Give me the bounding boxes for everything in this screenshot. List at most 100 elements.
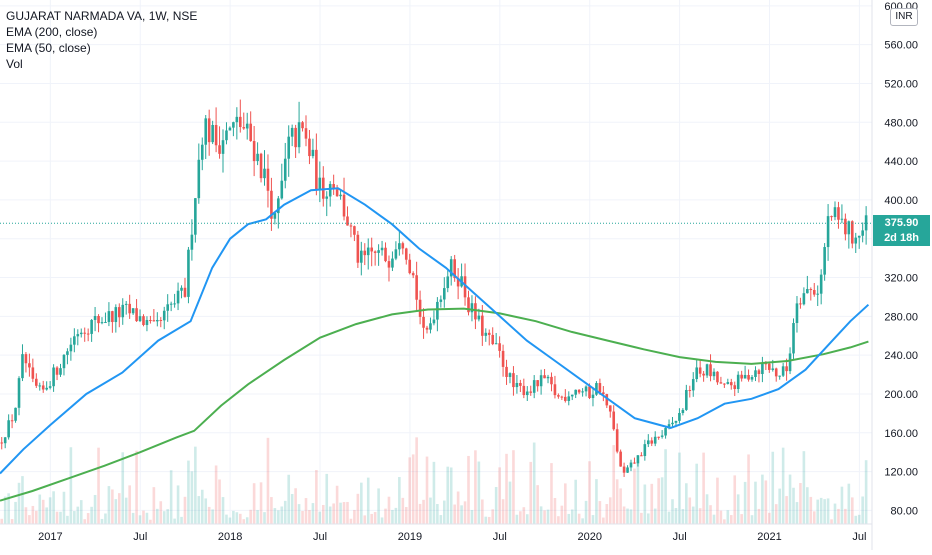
candle-body bbox=[325, 196, 329, 199]
volume-bar bbox=[812, 511, 816, 524]
volume-bar bbox=[35, 510, 38, 524]
volume-bar bbox=[854, 515, 858, 524]
volume-bar bbox=[280, 506, 284, 524]
volume-bar bbox=[792, 487, 795, 524]
candle-body bbox=[211, 124, 214, 143]
volume-bar bbox=[764, 480, 768, 524]
volume-bar bbox=[404, 507, 408, 524]
candle-body bbox=[287, 136, 291, 159]
candle-body bbox=[439, 299, 443, 302]
volume-bar bbox=[494, 487, 498, 524]
volume-bar bbox=[608, 497, 612, 524]
volume-bar bbox=[277, 510, 280, 524]
candle-body bbox=[449, 259, 453, 277]
volume-bar bbox=[394, 507, 398, 524]
volume-bar bbox=[719, 510, 723, 524]
volume-bar bbox=[45, 507, 48, 524]
candle-body bbox=[771, 368, 775, 370]
volume-bar bbox=[826, 498, 830, 524]
candle-body bbox=[266, 168, 270, 191]
candle-body bbox=[380, 247, 384, 251]
candle-body bbox=[245, 123, 249, 129]
volume-bar bbox=[283, 500, 287, 524]
volume-bar bbox=[83, 519, 87, 524]
volume-bar bbox=[93, 494, 97, 524]
candle-body bbox=[605, 394, 609, 406]
candle-body bbox=[197, 159, 201, 199]
volume-bar bbox=[214, 465, 218, 524]
candle-body bbox=[422, 316, 425, 328]
volume-bar bbox=[716, 477, 719, 524]
volume-bar bbox=[10, 519, 14, 524]
y-tick-label: 520.00 bbox=[884, 78, 918, 90]
volume-bar bbox=[695, 463, 699, 524]
candle-body bbox=[159, 319, 163, 321]
volume-bar bbox=[173, 518, 176, 524]
volume-bar bbox=[342, 502, 346, 524]
y-tick-label: 560.00 bbox=[884, 40, 918, 52]
volume-bar bbox=[774, 504, 778, 524]
candle-body bbox=[750, 377, 754, 380]
volume-bar bbox=[757, 508, 761, 524]
volume-bar bbox=[432, 461, 436, 524]
x-tick-label: 2018 bbox=[218, 531, 242, 543]
volume-bar bbox=[698, 508, 702, 524]
candle-body bbox=[456, 278, 460, 287]
candle-body bbox=[608, 405, 612, 412]
candle-body bbox=[622, 466, 626, 473]
candle-body bbox=[723, 383, 726, 385]
volume-bar bbox=[252, 483, 256, 524]
volume-bar bbox=[605, 504, 609, 524]
volume-bar bbox=[553, 497, 557, 524]
candle-body bbox=[31, 367, 35, 379]
volume-bar bbox=[55, 511, 59, 524]
candle-body bbox=[619, 451, 622, 467]
volume-bar bbox=[574, 479, 577, 524]
y-tick-label: 80.00 bbox=[890, 505, 918, 517]
candle-body bbox=[857, 235, 861, 238]
candle-body bbox=[131, 308, 135, 314]
volume-bar bbox=[111, 489, 114, 524]
volume-bar bbox=[180, 516, 183, 524]
volume-bar bbox=[802, 451, 806, 524]
candle-body bbox=[100, 322, 104, 324]
volume-bar bbox=[176, 485, 180, 524]
currency-badge[interactable]: INR bbox=[890, 8, 918, 26]
candle-body bbox=[242, 127, 246, 129]
candle-body bbox=[553, 384, 557, 396]
volume-bar bbox=[660, 477, 664, 524]
candle-body bbox=[591, 394, 595, 399]
volume-bar bbox=[564, 483, 567, 524]
candle-body bbox=[349, 225, 353, 227]
volume-bar bbox=[187, 460, 190, 524]
candle-body bbox=[588, 386, 591, 399]
volume-bar bbox=[671, 499, 674, 524]
candle-body bbox=[636, 455, 640, 464]
candle-body bbox=[366, 247, 370, 256]
volume-bar bbox=[304, 498, 308, 524]
volume-bar bbox=[436, 504, 439, 524]
volume-bar bbox=[325, 473, 329, 524]
candle-body bbox=[529, 391, 533, 393]
volume-bar bbox=[363, 515, 367, 524]
volume-bar bbox=[100, 518, 104, 524]
candle-body bbox=[17, 378, 21, 408]
candle-body bbox=[135, 308, 138, 322]
candle-body bbox=[747, 374, 750, 380]
candle-body bbox=[311, 149, 315, 157]
y-tick-label: 240.00 bbox=[884, 350, 918, 362]
volume-bar bbox=[453, 504, 456, 524]
volume-bar bbox=[622, 506, 626, 524]
volume-bar bbox=[747, 454, 750, 524]
volume-bar bbox=[114, 499, 118, 524]
candle-body bbox=[688, 389, 692, 391]
candle-body bbox=[297, 122, 301, 148]
candle-body bbox=[799, 303, 802, 305]
volume-bar bbox=[387, 496, 391, 524]
volume-bar bbox=[442, 500, 446, 524]
volume-bar bbox=[62, 491, 66, 524]
candle-body bbox=[819, 274, 823, 294]
volume-bar bbox=[615, 479, 619, 524]
